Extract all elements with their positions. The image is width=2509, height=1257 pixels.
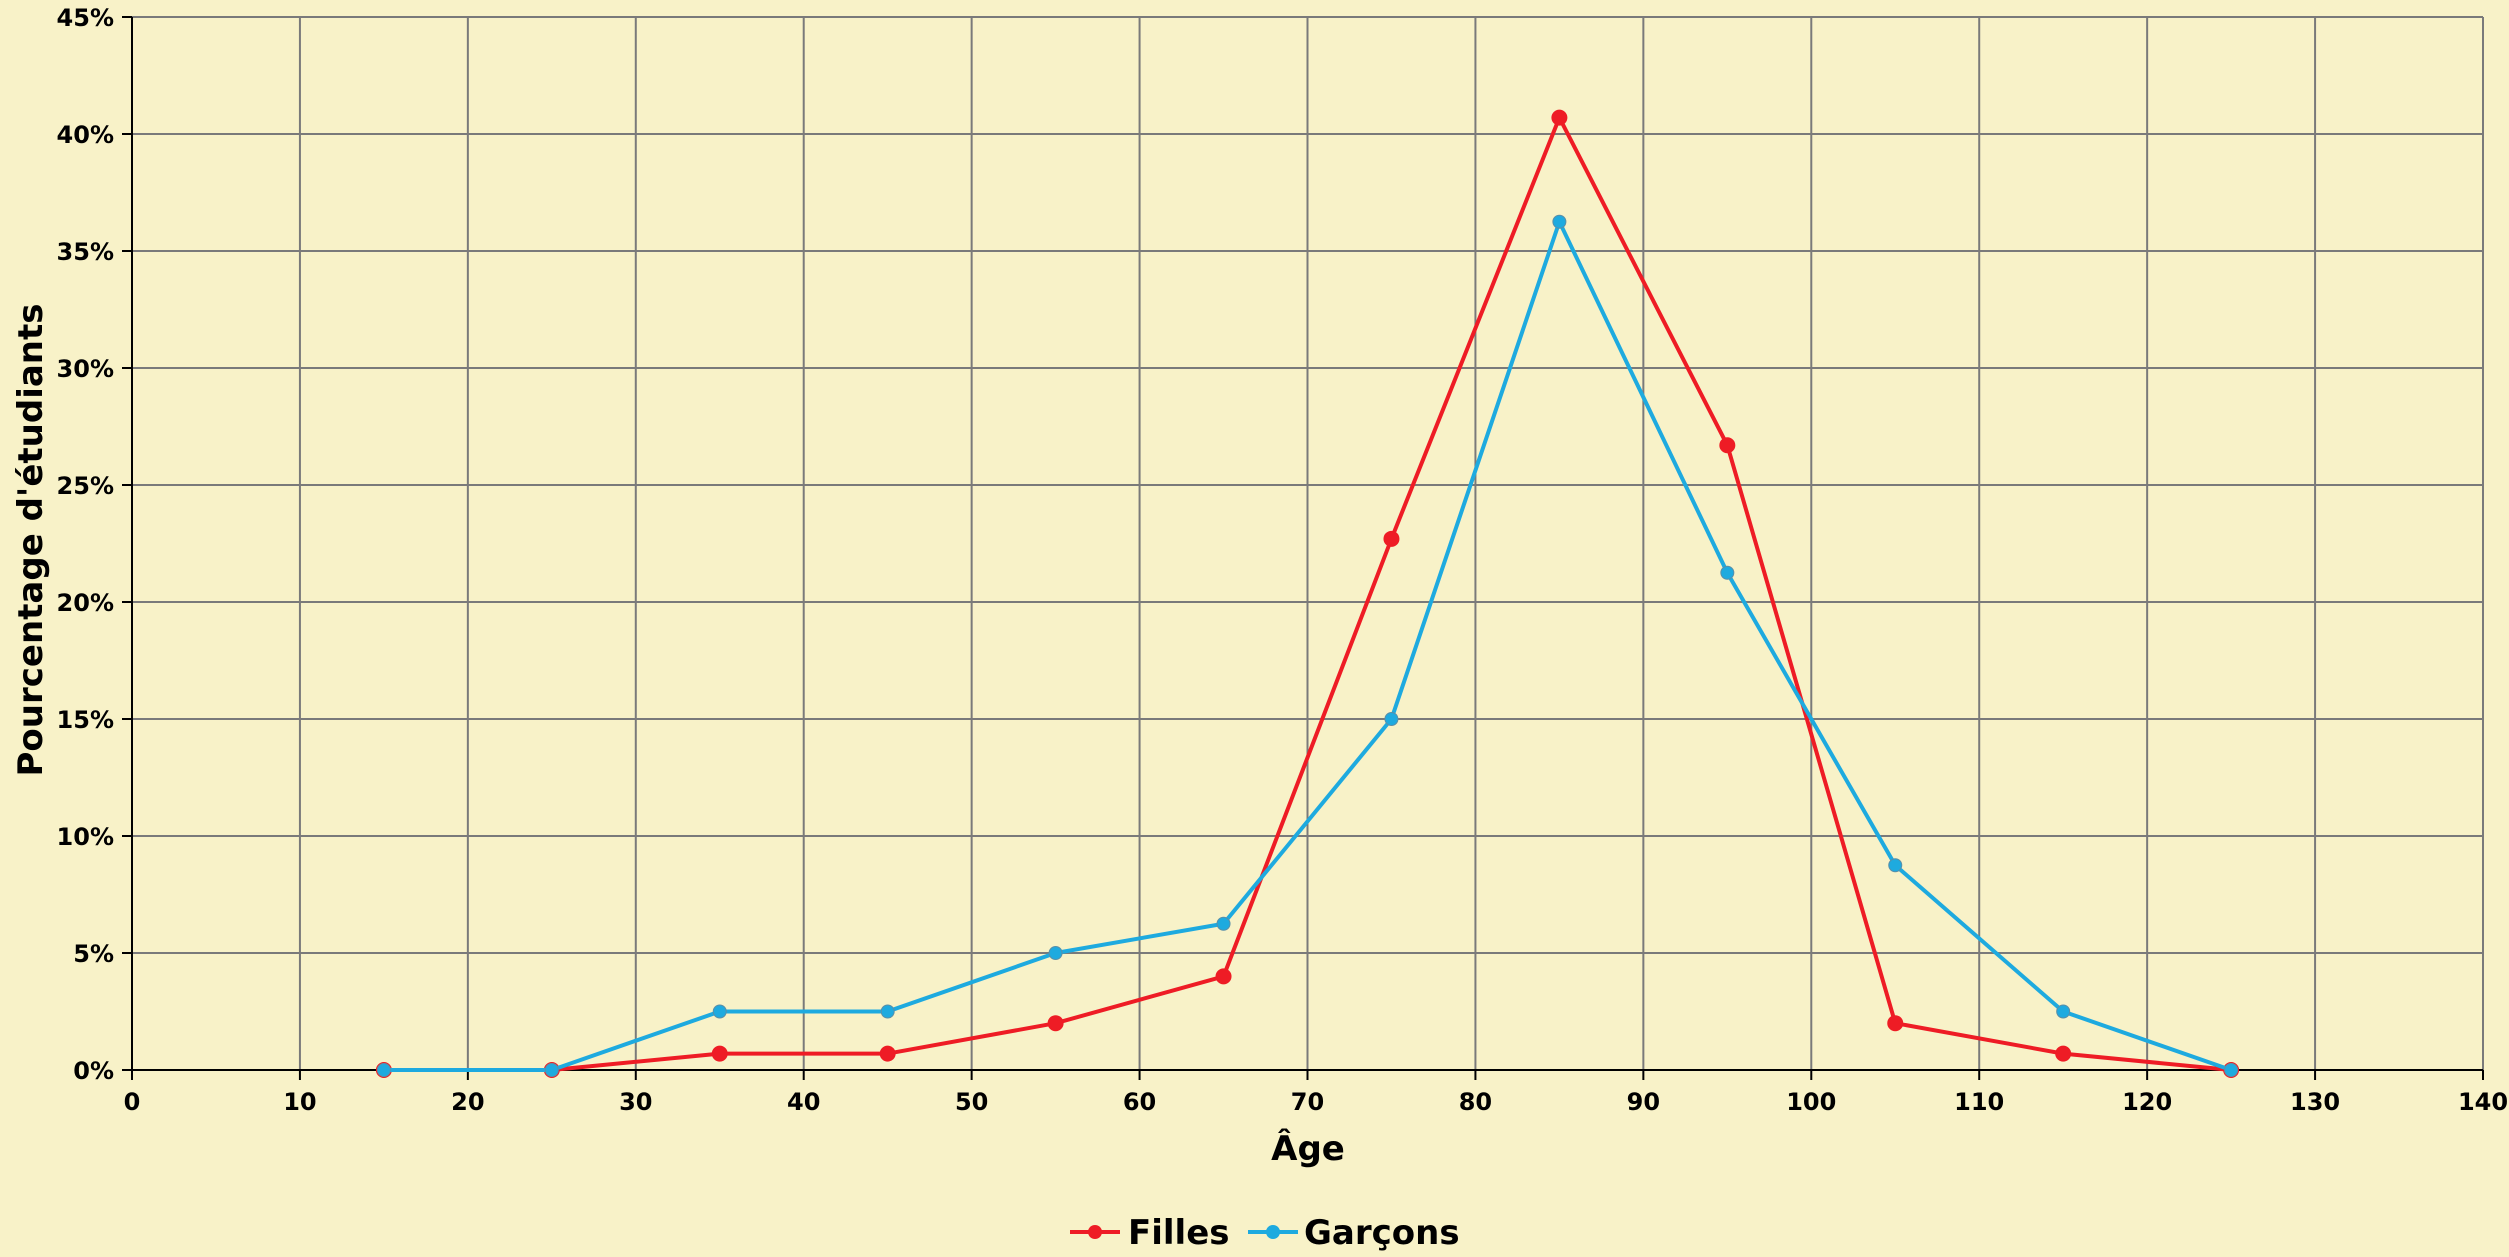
y-tick-label: 40%: [57, 121, 114, 149]
y-tick-label: 30%: [57, 355, 114, 383]
y-tick-label: 25%: [57, 472, 114, 500]
series-garçons: [376, 214, 2239, 1077]
x-tick-label: 20: [451, 1088, 484, 1116]
x-tick-label: 140: [2458, 1088, 2508, 1116]
data-point: [1887, 1015, 1904, 1032]
series-group: [375, 109, 2240, 1078]
data-point: [2055, 1045, 2072, 1062]
data-point: [880, 1004, 895, 1019]
x-tick-label: 90: [1627, 1088, 1660, 1116]
y-tick-label: 10%: [57, 823, 114, 851]
y-tick-label: 45%: [57, 4, 114, 32]
legend-swatch-marker: [1088, 1225, 1102, 1239]
x-tick-label: 130: [2290, 1088, 2340, 1116]
x-tick-label: 120: [2122, 1088, 2172, 1116]
grid: [132, 16, 2484, 1070]
x-tick-label: 50: [955, 1088, 988, 1116]
series-line: [383, 115, 2232, 1072]
y-tick-label: 20%: [57, 589, 114, 617]
y-tick-label: 15%: [57, 706, 114, 734]
data-point: [1047, 1015, 1064, 1032]
legend-item-filles: Filles: [1070, 1213, 1230, 1253]
data-point: [1552, 214, 1567, 229]
legend-label: Filles: [1128, 1213, 1230, 1253]
data-point: [1384, 712, 1399, 726]
x-tick-label: 70: [1291, 1088, 1324, 1116]
data-point: [879, 1045, 896, 1062]
data-point: [1048, 946, 1063, 960]
x-tick-label: 0: [124, 1088, 141, 1116]
data-point: [1719, 437, 1736, 454]
x-tick-label: 40: [787, 1088, 820, 1116]
x-tick-label: 110: [1954, 1088, 2004, 1116]
data-point: [712, 1004, 727, 1019]
legend: Filles Garçons: [1070, 1213, 1460, 1253]
tick-labels: 0 10 20 30 40 50 60 70 80 90 100 110 120 130 140 0% 5% 10…: [57, 4, 2509, 1116]
x-tick-label: 30: [619, 1088, 652, 1116]
y-tick-label: 0%: [73, 1057, 114, 1085]
data-point: [2224, 1063, 2239, 1077]
data-point: [2056, 1004, 2071, 1019]
data-point: [544, 1063, 559, 1077]
data-point: [1216, 916, 1231, 931]
y-axis-title: Pourcentage d'étudiants: [11, 304, 51, 777]
data-point: [1720, 565, 1735, 580]
x-tick-label: 60: [1123, 1088, 1156, 1116]
x-tick-label: 10: [283, 1088, 316, 1116]
data-point: [1551, 109, 1568, 126]
legend-swatch-marker: [1266, 1225, 1280, 1239]
legend-label: Garçons: [1304, 1213, 1460, 1253]
legend-item-garçons: Garçons: [1248, 1213, 1460, 1253]
axes: [122, 16, 2484, 1080]
x-axis-title: Âge: [1271, 1128, 1345, 1169]
data-point: [1215, 968, 1232, 985]
data-point: [376, 1063, 391, 1077]
series-line: [383, 219, 2232, 1072]
y-tick-label: 35%: [57, 238, 114, 266]
data-point: [711, 1045, 728, 1062]
x-tick-label: 100: [1786, 1088, 1836, 1116]
x-tick-label: 80: [1459, 1088, 1492, 1116]
data-point: [1383, 530, 1400, 547]
y-tick-label: 5%: [73, 940, 114, 968]
data-point: [1888, 858, 1903, 873]
